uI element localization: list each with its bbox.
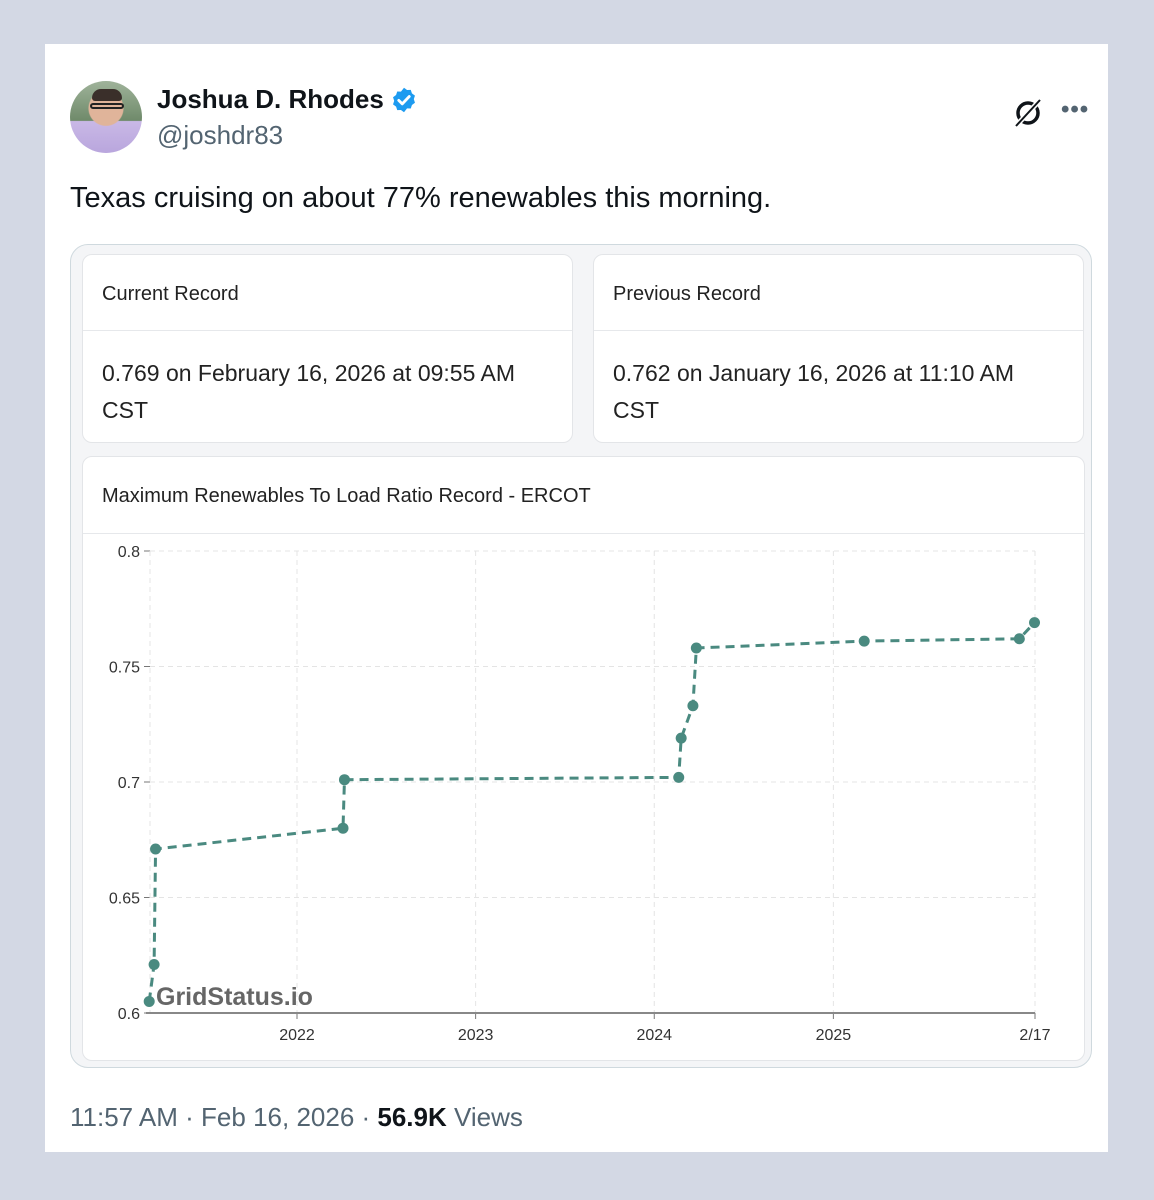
more-icon[interactable]: ••• [1061,96,1090,123]
data-point [338,774,350,786]
author-handle[interactable]: @joshdr83 [157,120,284,150]
x-tick-label: 2024 [636,1027,672,1044]
data-point [858,635,870,647]
data-point [1013,633,1025,645]
chart: 0.6 0.65 0.7 0.75 0.8 2022 2023 2024 2025 2/17 Gri… [109,544,1051,1044]
current-record-value: 0.769 on February 16, 2026 at 09:55 AM [102,360,516,386]
previous-record-card: Previous Record 0.762 on January 16, 202… [593,254,1084,443]
x-tick-label: 2023 [458,1027,494,1044]
chart-card: Maximum Renewables To Load Ratio Record … [82,456,1085,1061]
previous-record-value: 0.762 on January 16, 2026 at 11:10 AM [613,360,1015,386]
verified-badge-icon [392,87,415,112]
current-record-tz: CST [102,397,148,423]
y-tick-label: 0.7 [118,775,140,792]
previous-record-title: Previous Record [594,255,1083,331]
series-line [147,621,1036,1002]
x-tick-label: 2022 [279,1027,315,1044]
data-point [148,958,160,970]
data-point [687,700,699,712]
tweet-time[interactable]: 11:57 AM [70,1102,178,1132]
data-point [673,771,685,783]
tweet-footer: 11:57 AM · Feb 16, 2026 · 56.9K Views [70,1102,523,1132]
tweet-text: Texas cruising on about 77% renewables t… [70,182,772,214]
x-tick-label: 2025 [816,1027,852,1044]
data-point [675,732,687,744]
avatar[interactable] [70,81,142,153]
data-point [690,642,702,654]
y-tick-label: 0.6 [118,1006,140,1023]
chart-title: Maximum Renewables To Load Ratio Record … [83,457,1084,534]
tweet-card: Joshua D. Rhodes @joshdr83 ••• Texas cru… [45,44,1108,1152]
watermark: GridStatus.io [156,983,313,1011]
views-label: Views [454,1102,523,1132]
grok-icon[interactable] [1011,96,1045,130]
y-tick-label: 0.65 [109,891,140,908]
data-point [143,995,155,1007]
current-record-title: Current Record [83,255,572,331]
current-record-card: Current Record 0.769 on February 16, 202… [82,254,573,443]
y-tick-label: 0.75 [109,660,140,677]
x-tick-label: 2/17 [1019,1027,1050,1044]
data-point [1029,617,1041,629]
data-point [337,822,349,834]
previous-record-tz: CST [613,397,659,423]
views-count: 56.9K [377,1102,447,1132]
y-tick-label: 0.8 [118,544,140,561]
tweet-date[interactable]: Feb 16, 2026 [201,1102,355,1132]
author-name-text: Joshua D. Rhodes [157,84,384,114]
tweet-media[interactable]: Current Record 0.769 on February 16, 202… [70,244,1092,1068]
author-name[interactable]: Joshua D. Rhodes [157,84,418,115]
data-point [150,843,162,855]
